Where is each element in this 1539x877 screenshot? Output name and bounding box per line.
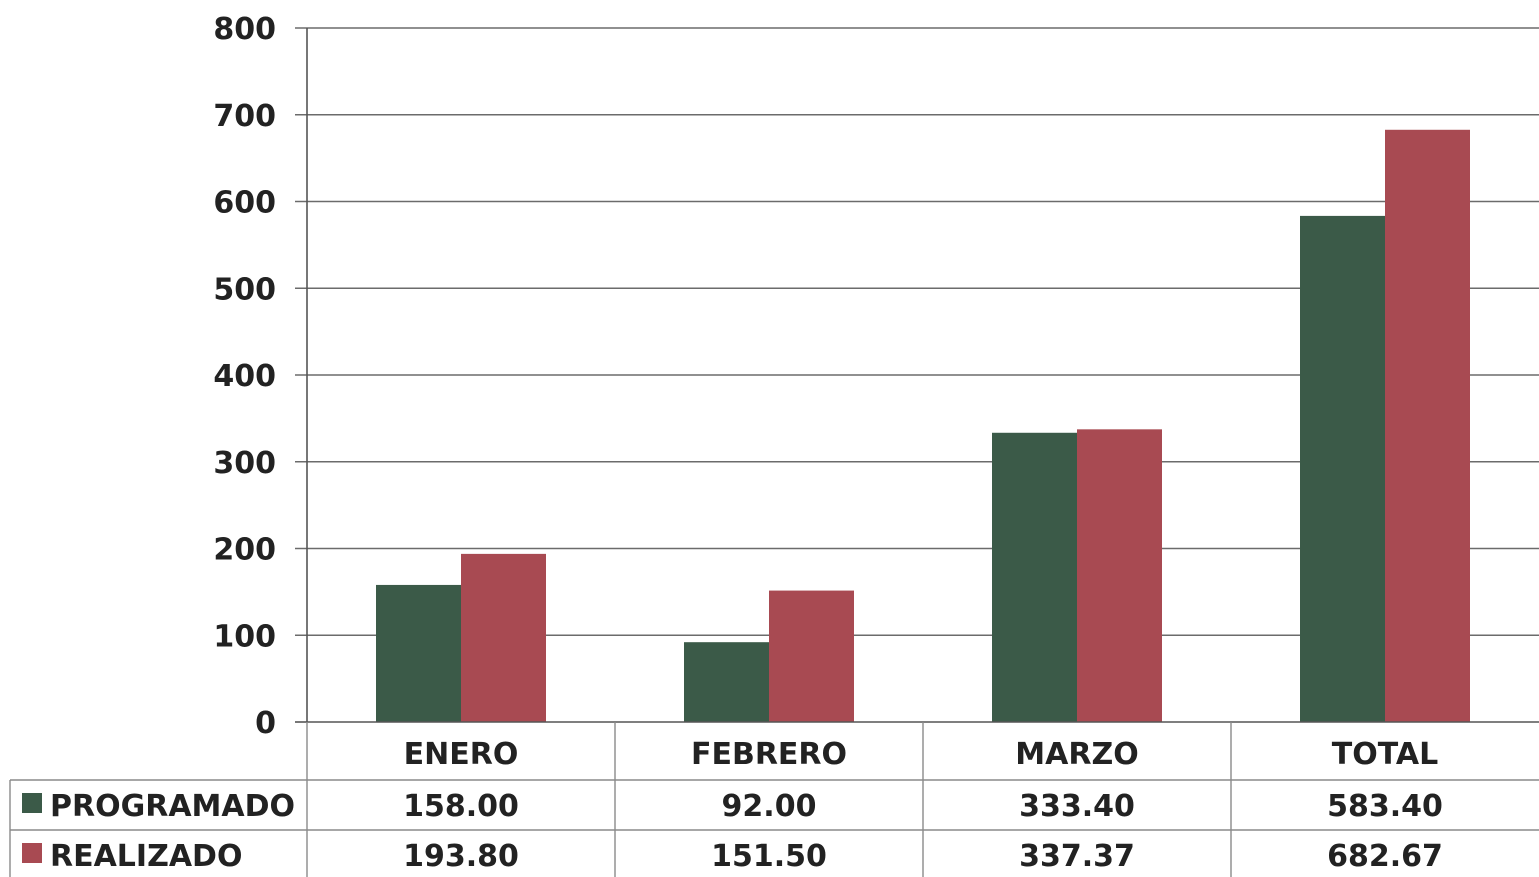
table-cell-programado-febrero: 92.00: [722, 789, 817, 824]
y-tick-label: 600: [213, 186, 276, 221]
bar-realizado-marzo: [1077, 429, 1162, 722]
y-tick-label: 300: [213, 446, 276, 481]
bar-programado-enero: [376, 584, 461, 722]
bar-programado-marzo: [992, 432, 1077, 722]
legend-swatch-programado: [22, 793, 42, 813]
y-axis-tick-labels: 0 100 200 300 400 500 600 700 800: [213, 12, 276, 741]
y-tick-label: 700: [213, 99, 276, 134]
gridlines: [295, 27, 1539, 636]
category-label: MARZO: [1015, 737, 1138, 772]
legend-label-programado: PROGRAMADO: [50, 789, 295, 824]
y-tick-label: 500: [213, 272, 276, 307]
y-tick-label: 0: [255, 706, 276, 741]
bar-realizado-febrero: [769, 590, 854, 722]
category-label: ENERO: [404, 737, 519, 772]
table-cell-programado-total: 583.40: [1327, 789, 1443, 824]
data-table: ENERO FEBRERO MARZO TOTAL PROGRAMADO 158.00 92…: [9, 722, 1539, 877]
table-cell-realizado-enero: 193.80: [403, 839, 519, 874]
table-cell-realizado-febrero: 151.50: [711, 839, 827, 874]
table-cell-realizado-marzo: 337.37: [1019, 839, 1135, 874]
y-tick-label: 200: [213, 533, 276, 568]
legend-label-realizado: REALIZADO: [50, 839, 242, 874]
bar-realizado-total: [1385, 129, 1470, 723]
table-cell-programado-enero: 158.00: [403, 789, 519, 824]
y-tick-label: 400: [213, 359, 276, 394]
bar-programado-total: [1300, 215, 1385, 722]
category-label: FEBRERO: [691, 737, 847, 772]
bar-programado-febrero: [684, 642, 769, 722]
legend-swatch-realizado: [22, 843, 42, 863]
category-label: TOTAL: [1332, 737, 1438, 772]
y-tick-label: 800: [213, 12, 276, 47]
bar-realizado-enero: [461, 553, 546, 722]
bars: [376, 129, 1470, 723]
table-cell-programado-marzo: 333.40: [1019, 789, 1135, 824]
y-tick-label: 100: [213, 619, 276, 654]
table-cell-realizado-total: 682.67: [1327, 839, 1443, 874]
